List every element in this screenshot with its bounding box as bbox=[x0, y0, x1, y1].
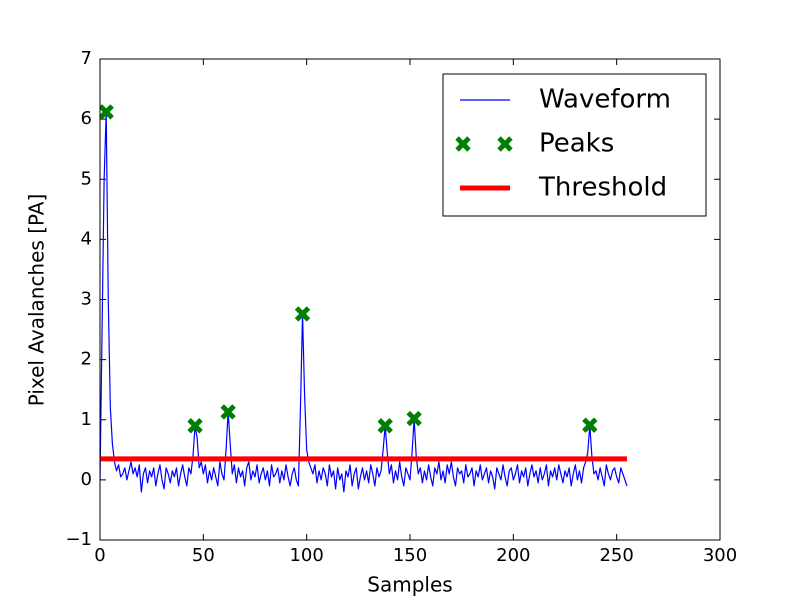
peak-marker bbox=[582, 417, 598, 433]
peak-marker bbox=[187, 418, 203, 434]
peak-marker bbox=[294, 306, 311, 322]
y-tick-label: 5 bbox=[81, 168, 92, 189]
x-tick-label: 150 bbox=[393, 545, 427, 566]
x-tick-label: 250 bbox=[599, 545, 633, 566]
y-tick-label: 7 bbox=[81, 48, 92, 69]
waveform-line bbox=[100, 111, 628, 493]
y-axis-label: Pixel Avalanches [PA] bbox=[25, 194, 49, 407]
legend-label: Waveform bbox=[539, 85, 671, 115]
plot-frame bbox=[99, 58, 721, 541]
peak-marker bbox=[377, 418, 393, 434]
x-tick-label: 50 bbox=[192, 545, 215, 566]
peak-marker bbox=[406, 410, 422, 427]
y-tick-label: 2 bbox=[81, 349, 92, 370]
x-tick-label: 100 bbox=[289, 545, 323, 566]
y-tick-label: 3 bbox=[81, 289, 92, 310]
plot-area bbox=[100, 104, 628, 493]
y-tick-label: −1 bbox=[65, 529, 92, 550]
x-axis-label: Samples bbox=[367, 573, 452, 597]
y-tick-label: 4 bbox=[81, 228, 92, 249]
legend: Waveform Peaks Threshold bbox=[442, 73, 707, 217]
x-tick-label: 200 bbox=[496, 545, 530, 566]
legend-box bbox=[442, 73, 707, 217]
x-tick-label: 0 bbox=[94, 545, 105, 566]
x-tick-label: 300 bbox=[703, 545, 737, 566]
legend-marker bbox=[497, 136, 513, 152]
y-tick-label: 6 bbox=[81, 108, 92, 129]
legend-label: Peaks bbox=[539, 129, 614, 159]
peak-marker bbox=[220, 404, 236, 420]
peak-marker bbox=[100, 104, 114, 120]
legend-marker bbox=[455, 136, 471, 152]
y-tick-label: 0 bbox=[81, 469, 92, 490]
legend-label: Threshold bbox=[538, 173, 667, 203]
y-tick-label: 1 bbox=[81, 409, 92, 430]
